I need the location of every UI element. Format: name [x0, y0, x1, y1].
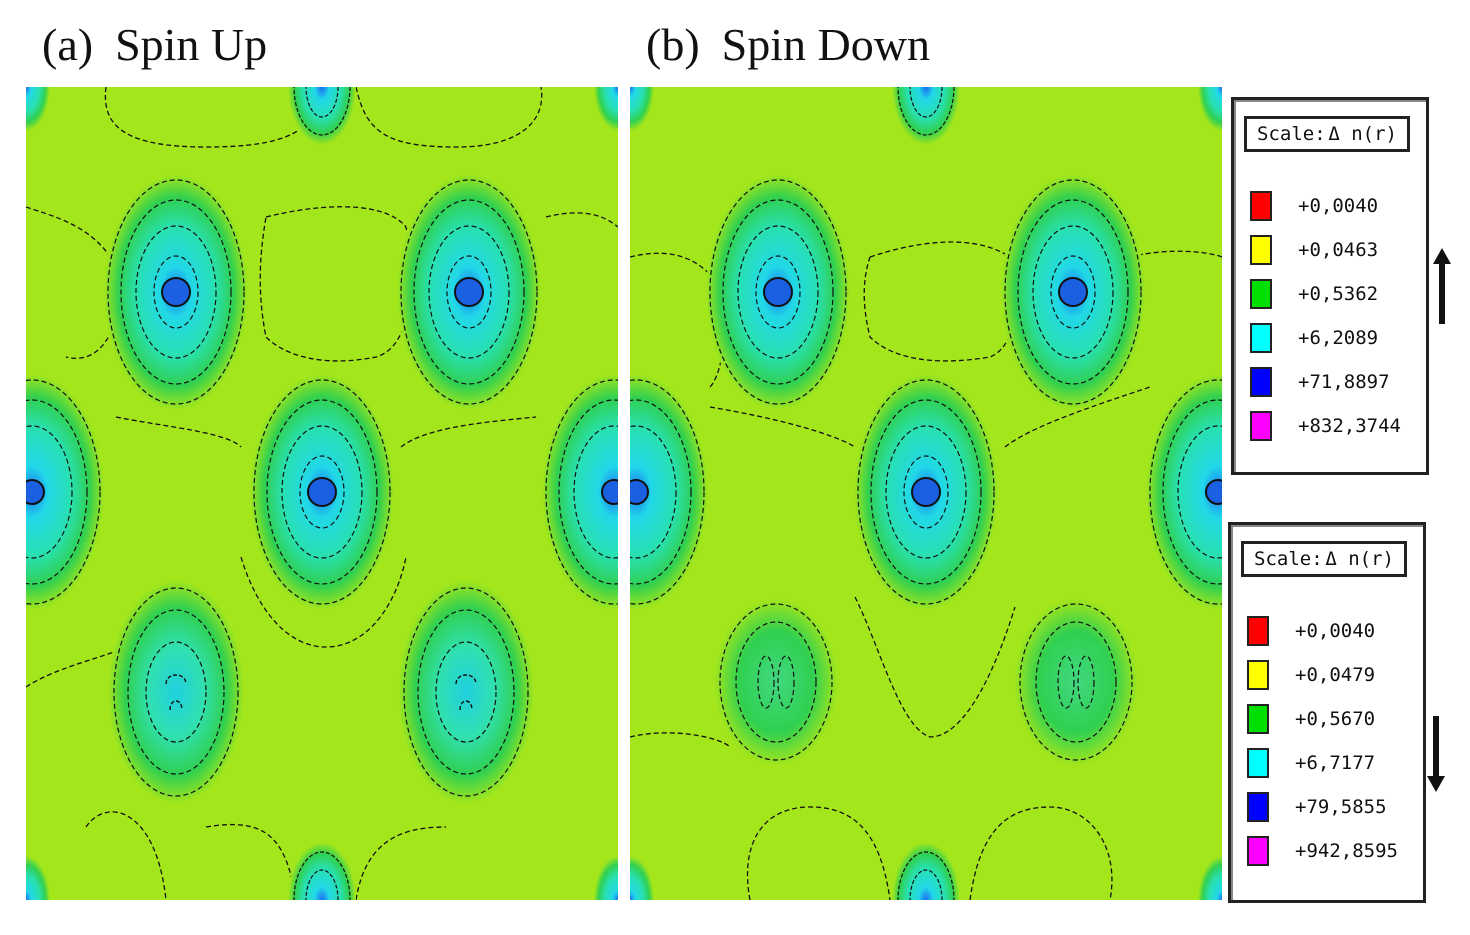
- legend-value: +942,8595: [1295, 840, 1398, 862]
- legend-swatch: [1250, 367, 1272, 397]
- panel-b-title: (b) Spin Down: [646, 18, 930, 71]
- legend-swatch: [1247, 704, 1269, 734]
- legend-entry: +71,8897: [1250, 366, 1390, 398]
- legend-swatch: [1250, 235, 1272, 265]
- legend-value: +6,7177: [1295, 752, 1376, 774]
- spin-down-contour-plot: [630, 87, 1222, 900]
- legend-swatch: [1250, 191, 1272, 221]
- panel-b-label: (b): [646, 19, 700, 70]
- legend-entry: +79,5855: [1247, 791, 1387, 823]
- spin-down-scale-label: Scale:: [1254, 548, 1323, 570]
- legend-entry: +942,8595: [1247, 835, 1398, 867]
- legend-swatch: [1247, 792, 1269, 822]
- spin-down-atoms: [630, 87, 1222, 900]
- legend-entry: +6,2089: [1250, 322, 1378, 354]
- legend-value: +79,5855: [1295, 796, 1387, 818]
- arrow-down-icon: [1427, 716, 1445, 792]
- legend-entry: +6,7177: [1247, 747, 1375, 779]
- legend-swatch: [1250, 279, 1272, 309]
- legend-entry: +0,5362: [1250, 278, 1378, 310]
- legend-entry: +0,0463: [1250, 234, 1378, 266]
- spin-down-scale-legend: Scale: Δ n(r) +0,0040 +0,0479 +0,5670 +6…: [1228, 522, 1426, 903]
- spin-down-scale-quantity: Δ n(r): [1325, 548, 1394, 570]
- panel-a-label: (a): [42, 19, 94, 70]
- spin-up-contour-plot: [26, 87, 618, 900]
- legend-value: +0,0463: [1298, 239, 1379, 261]
- legend-value: +0,0479: [1295, 664, 1376, 686]
- spin-up-scale-header: Scale: Δ n(r): [1244, 116, 1410, 152]
- legend-entry: +0,5670: [1247, 703, 1375, 735]
- legend-swatch: [1247, 748, 1269, 778]
- spin-up-scale-legend: Scale: Δ n(r) +0,0040 +0,0463 +0,5362 +6…: [1231, 97, 1429, 475]
- legend-value: +71,8897: [1298, 371, 1390, 393]
- legend-swatch: [1247, 616, 1269, 646]
- legend-value: +0,5670: [1295, 708, 1376, 730]
- panel-a-name: Spin Up: [115, 19, 268, 70]
- legend-swatch: [1247, 660, 1269, 690]
- legend-entry: +832,3744: [1250, 410, 1401, 442]
- legend-value: +0,0040: [1298, 195, 1379, 217]
- spin-up-scale-quantity: Δ n(r): [1328, 123, 1397, 145]
- legend-swatch: [1247, 836, 1269, 866]
- spin-up-atoms: [26, 87, 618, 900]
- legend-entry: +0,0040: [1247, 615, 1375, 647]
- legend-entry: +0,0040: [1250, 190, 1378, 222]
- arrow-up-icon: [1433, 248, 1451, 324]
- legend-value: +6,2089: [1298, 327, 1379, 349]
- legend-value: +0,5362: [1298, 283, 1379, 305]
- legend-value: +832,3744: [1298, 415, 1401, 437]
- legend-swatch: [1250, 323, 1272, 353]
- spin-up-density-map: [26, 87, 618, 900]
- panel-b-name: Spin Down: [721, 19, 930, 70]
- spin-down-scale-header: Scale: Δ n(r): [1241, 541, 1407, 577]
- legend-entry: +0,0479: [1247, 659, 1375, 691]
- panel-a-title: (a) Spin Up: [42, 18, 267, 71]
- legend-swatch: [1250, 411, 1272, 441]
- spin-down-density-map: [630, 87, 1222, 900]
- legend-value: +0,0040: [1295, 620, 1376, 642]
- spin-up-scale-label: Scale:: [1257, 123, 1326, 145]
